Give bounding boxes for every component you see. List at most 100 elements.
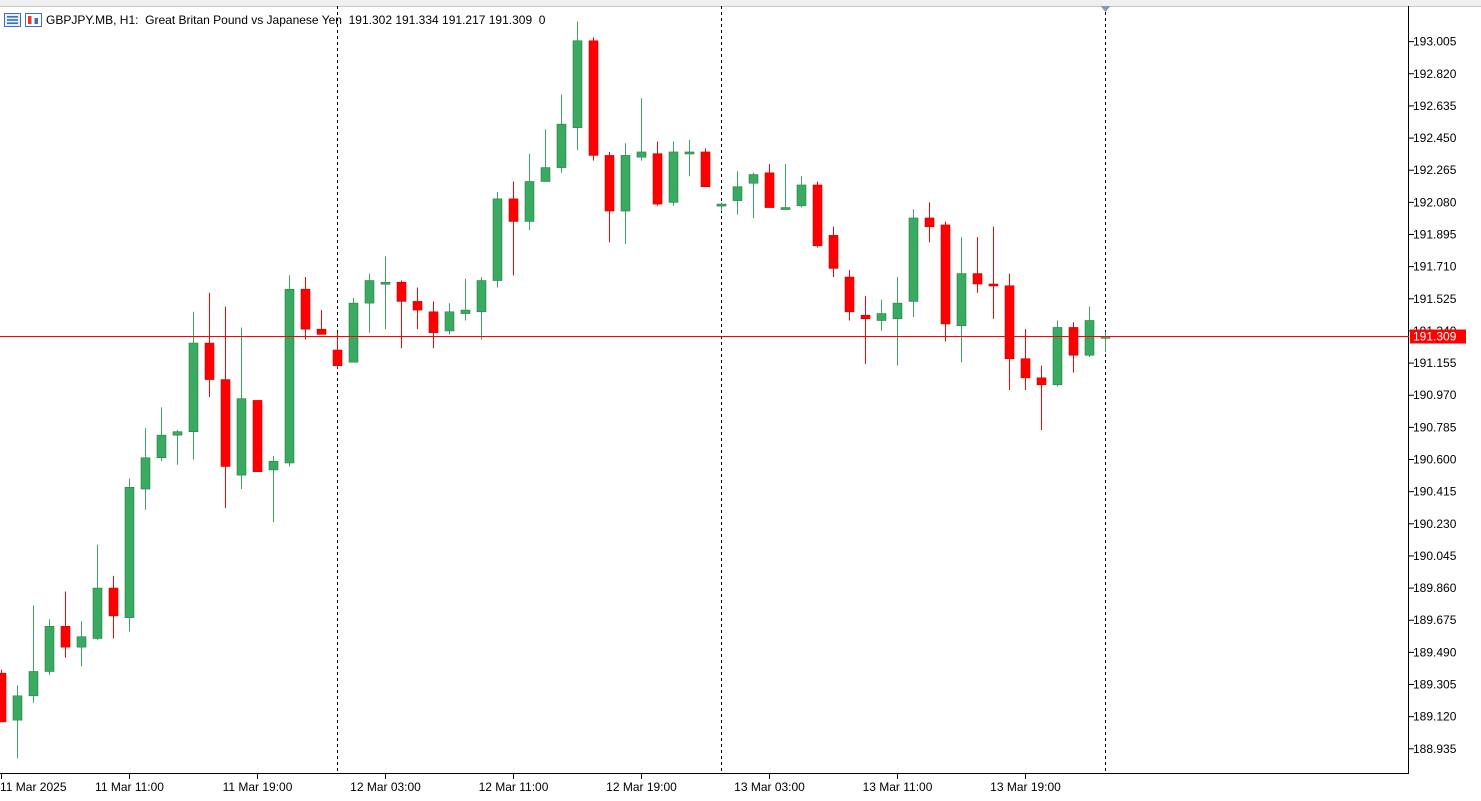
candle[interactable]	[860, 296, 871, 364]
candle[interactable]	[940, 221, 951, 342]
candle[interactable]	[140, 428, 151, 510]
x-tick-label: 13 Mar 19:00	[990, 780, 1061, 794]
bull-candle-body	[444, 311, 455, 332]
bull-candle-body	[620, 155, 631, 212]
bear-candle-body	[0, 672, 7, 723]
candle[interactable]	[364, 273, 375, 333]
candle[interactable]	[1100, 331, 1111, 353]
candle[interactable]	[396, 280, 407, 349]
candle[interactable]	[252, 400, 263, 472]
candle[interactable]	[588, 37, 599, 161]
candle[interactable]	[652, 141, 663, 206]
candle[interactable]	[444, 303, 455, 335]
bear-candle-body	[588, 40, 599, 156]
bull-candle-body	[572, 40, 583, 128]
candle[interactable]	[156, 407, 167, 462]
candle[interactable]	[380, 256, 391, 330]
candle[interactable]	[332, 332, 343, 370]
bull-candle-body	[668, 151, 679, 203]
candle[interactable]	[1052, 320, 1063, 387]
candle[interactable]	[316, 310, 327, 335]
candle[interactable]	[684, 139, 695, 177]
candle[interactable]	[636, 98, 647, 161]
candle[interactable]	[988, 226, 999, 319]
candle[interactable]	[1004, 273, 1015, 390]
y-tick-label: 189.120	[1413, 710, 1457, 724]
bull-candle-body	[44, 626, 55, 672]
candle[interactable]	[796, 176, 807, 208]
candle[interactable]	[812, 181, 823, 248]
candle[interactable]	[476, 277, 487, 340]
candle[interactable]	[60, 591, 71, 658]
bear-candle-body	[1036, 377, 1047, 386]
bull-candle-body	[780, 207, 791, 210]
shift-marker-icon[interactable]	[1100, 6, 1111, 12]
x-tick-label: 12 Mar 19:00	[606, 780, 677, 794]
candle[interactable]	[508, 181, 519, 276]
candle[interactable]	[28, 605, 39, 703]
candle[interactable]	[540, 129, 551, 182]
candle[interactable]	[620, 143, 631, 245]
candle[interactable]	[780, 164, 791, 210]
top-border	[0, 0, 1481, 7]
candle[interactable]	[124, 478, 135, 632]
bull-candle-body	[636, 151, 647, 158]
bear-candle-body	[316, 328, 327, 335]
candle[interactable]	[572, 21, 583, 151]
candle[interactable]	[236, 327, 247, 490]
candle[interactable]	[1084, 306, 1095, 357]
candle[interactable]	[892, 277, 903, 366]
candle[interactable]	[172, 429, 183, 465]
menu-list-icon[interactable]	[4, 13, 21, 27]
candle[interactable]	[732, 171, 743, 215]
candle[interactable]	[524, 153, 535, 231]
candle[interactable]	[0, 669, 7, 723]
candle[interactable]	[556, 94, 567, 173]
candle[interactable]	[348, 297, 359, 363]
candle[interactable]	[300, 277, 311, 340]
candle[interactable]	[44, 619, 55, 675]
candle[interactable]	[92, 544, 103, 641]
candle[interactable]	[284, 275, 295, 467]
y-tick-label: 190.785	[1413, 420, 1457, 434]
candle[interactable]	[12, 685, 23, 759]
candle[interactable]	[844, 270, 855, 321]
bear-candle-body	[860, 314, 871, 320]
candle[interactable]	[876, 299, 887, 331]
candle[interactable]	[604, 151, 615, 243]
y-tick-label: 192.080	[1413, 195, 1457, 209]
candle[interactable]	[668, 141, 679, 206]
candle[interactable]	[76, 621, 87, 667]
candle[interactable]	[428, 301, 439, 349]
candle[interactable]	[764, 164, 775, 208]
bear-candle-body	[1020, 358, 1031, 379]
candle[interactable]	[700, 148, 711, 188]
candle[interactable]	[924, 202, 935, 243]
candle[interactable]	[1020, 329, 1031, 390]
x-tick-label: 13 Mar 03:00	[734, 780, 805, 794]
candle[interactable]	[108, 575, 119, 639]
bear-candle-body	[988, 283, 999, 287]
candle[interactable]	[460, 278, 471, 321]
candle[interactable]	[220, 306, 231, 509]
y-tick-label: 189.305	[1413, 678, 1457, 692]
candle[interactable]	[188, 311, 199, 460]
candle[interactable]	[716, 202, 727, 212]
candle[interactable]	[1068, 322, 1079, 373]
chart-type-icon[interactable]	[25, 13, 42, 27]
bull-candle-body	[460, 309, 471, 314]
candle[interactable]	[908, 209, 919, 318]
bull-candle-body	[348, 302, 359, 363]
candle[interactable]	[828, 226, 839, 278]
candle[interactable]	[492, 191, 503, 288]
candle[interactable]	[748, 172, 759, 218]
candle[interactable]	[972, 237, 983, 293]
y-tick-label: 192.265	[1413, 163, 1457, 177]
candle[interactable]	[204, 292, 215, 397]
candle[interactable]	[1036, 365, 1047, 430]
candle[interactable]	[412, 287, 423, 330]
candle[interactable]	[956, 237, 967, 363]
bull-candle-body	[876, 313, 887, 321]
candle[interactable]	[268, 456, 279, 523]
